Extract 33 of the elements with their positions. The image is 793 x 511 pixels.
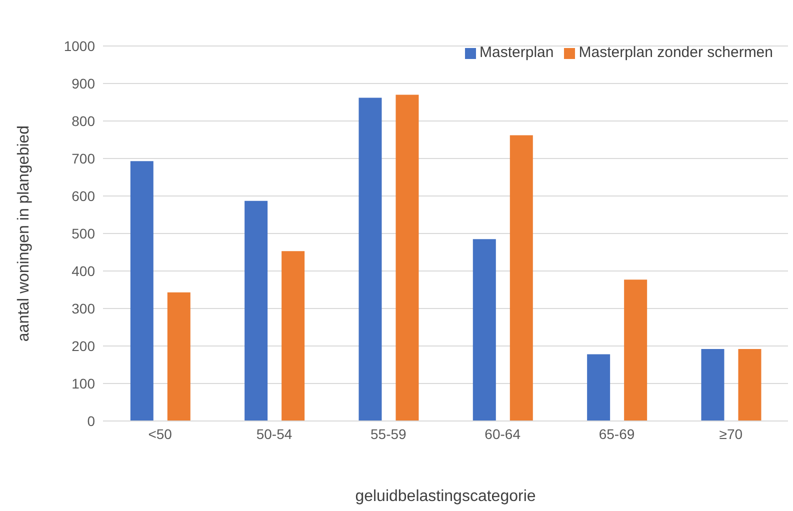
y-tick-label: 400 <box>72 262 96 279</box>
bar <box>472 239 496 421</box>
y-axis-title: aantal woningen in plangebied <box>16 125 33 342</box>
y-tick-label: 0 <box>87 412 96 429</box>
x-tick-label: 55-59 <box>370 426 407 442</box>
x-tick-label: <50 <box>148 426 172 442</box>
bar <box>738 349 762 421</box>
x-tick-label: 50-54 <box>256 426 292 442</box>
legend-label: Masterplan zonder schermen <box>578 44 773 61</box>
legend-label: Masterplan <box>480 44 554 61</box>
bar <box>510 135 533 421</box>
x-tick-label: ≥70 <box>719 426 743 442</box>
bar <box>358 98 382 421</box>
y-tick-label: 500 <box>72 225 96 242</box>
bar <box>587 354 610 421</box>
y-tick-label: 700 <box>72 150 96 166</box>
y-tick-label: 100 <box>72 375 96 392</box>
x-tick-label: 60-64 <box>484 426 521 442</box>
bar <box>130 161 154 421</box>
y-tick-label: 800 <box>72 112 96 129</box>
y-tick-label: 600 <box>72 188 96 204</box>
bar <box>167 292 190 421</box>
x-tick-label: 65-69 <box>598 426 635 442</box>
y-tick-label: 900 <box>72 75 96 92</box>
x-axis-title: geluidbelastingscategorie <box>355 488 536 505</box>
bar <box>396 94 419 421</box>
y-tick-label: 300 <box>72 300 96 316</box>
bar <box>244 200 268 421</box>
bar <box>282 251 305 421</box>
bar <box>624 280 648 421</box>
bar <box>701 349 724 421</box>
y-tick-label: 1000 <box>64 38 96 54</box>
y-tick-label: 200 <box>72 338 96 354</box>
